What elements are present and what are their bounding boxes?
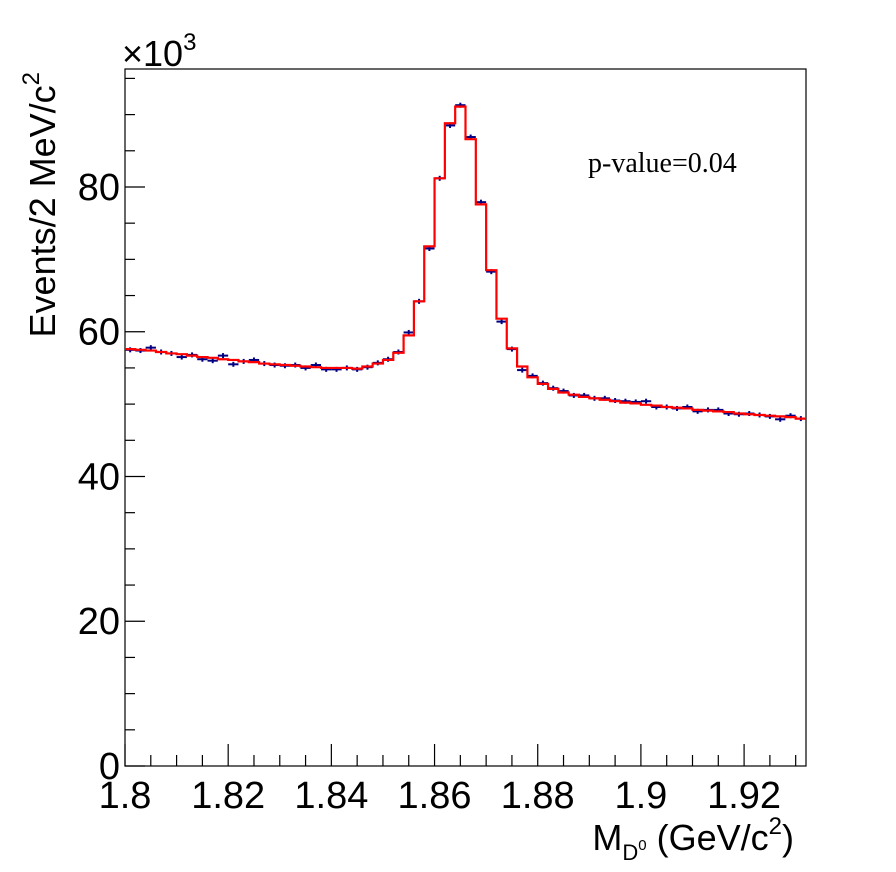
exponent-label: ×103 [122, 29, 196, 74]
x-tick-label: 1.92 [707, 775, 781, 817]
x-tick-label: 1.88 [501, 775, 575, 817]
data-point [517, 367, 528, 373]
x-axis-title: MD0 (GeV/c2) [592, 813, 794, 865]
x-tick-label: 1.8 [99, 775, 152, 817]
data-point [403, 329, 414, 335]
p-value-annotation: p-value=0.04 [588, 148, 737, 179]
data-point [496, 319, 507, 325]
y-tick-label: 20 [78, 601, 120, 643]
fit-histogram-line [125, 105, 806, 420]
y-axis-title: Events/2 MeV/c2 [18, 72, 63, 337]
data-point [217, 353, 229, 359]
data-point [176, 354, 187, 360]
y-tick-label: 40 [78, 456, 120, 498]
x-tick-label: 1.82 [191, 775, 265, 817]
data-point [640, 398, 652, 404]
data-point [228, 361, 239, 367]
y-tick-label: 60 [78, 312, 120, 354]
data-point [145, 345, 156, 351]
y-axis-ticks: 0 20 40 60 80 [78, 77, 145, 788]
x-axis-ticks: 1.8 1.82 1.84 1.86 1.88 1.9 1.92 [99, 744, 797, 817]
x-tick-label: 1.84 [294, 775, 368, 817]
data-point [775, 416, 786, 422]
data-point [207, 358, 218, 364]
y-tick-label: 80 [78, 167, 120, 209]
y-tick-label: 0 [99, 746, 120, 788]
x-tick-label: 1.86 [398, 775, 472, 817]
x-tick-label: 1.9 [614, 775, 667, 817]
